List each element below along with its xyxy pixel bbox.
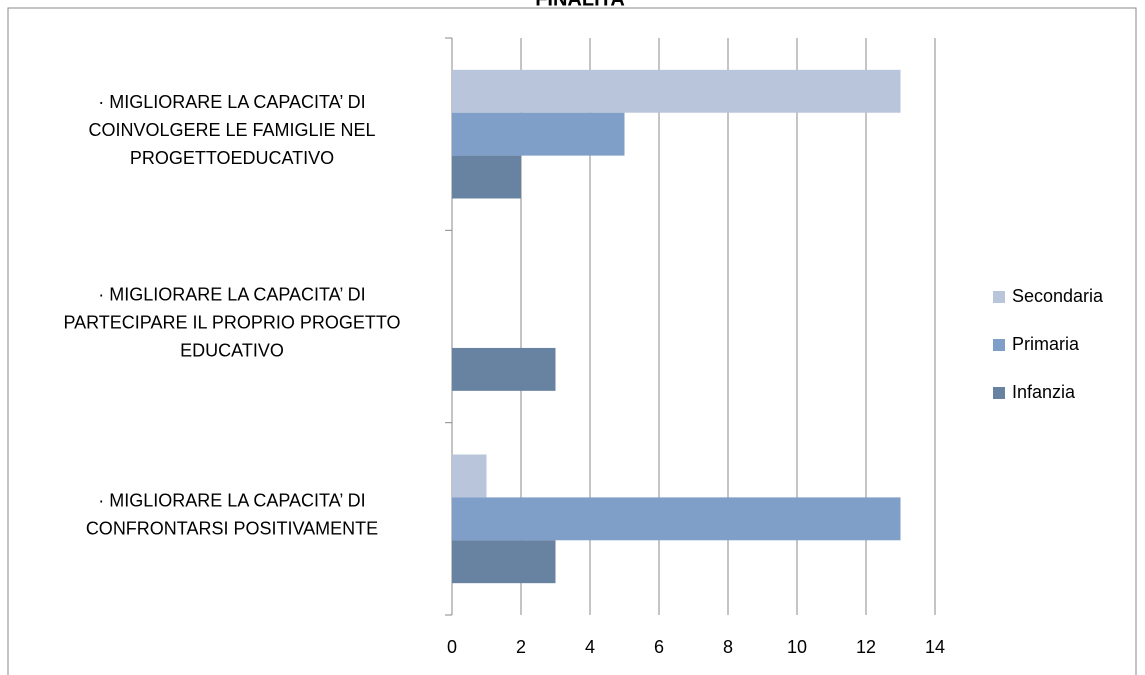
bar	[452, 347, 556, 391]
bar	[452, 540, 556, 584]
legend-swatch	[993, 291, 1005, 303]
y-tick-label: · MIGLIORARE LA CAPACITA’ DI	[98, 491, 365, 511]
x-tick-label: 14	[925, 637, 945, 657]
chart-frame	[7, 7, 1137, 675]
x-tick-label: 2	[516, 637, 526, 657]
x-tick-label: 12	[856, 637, 876, 657]
x-tick-label: 0	[447, 637, 457, 657]
legend-label: Secondaria	[1012, 286, 1104, 306]
y-tick-label: COINVOLGERE LE FAMIGLIE NEL	[88, 120, 375, 140]
x-tick-label: 6	[654, 637, 664, 657]
legend-label: Primaria	[1012, 334, 1080, 354]
bar	[452, 69, 901, 113]
y-tick-label: · MIGLIORARE LA CAPACITA’ DI	[98, 284, 365, 304]
bar	[452, 155, 521, 199]
bar	[452, 497, 901, 541]
y-tick-label: CONFRONTARSI POSITIVAMENTE	[86, 519, 378, 539]
y-tick-label: EDUCATIVO	[180, 340, 284, 360]
x-tick-label: 8	[723, 637, 733, 657]
legend-swatch	[993, 387, 1005, 399]
bar	[452, 112, 625, 156]
chart-title: FINALITA	[535, 0, 625, 10]
x-tick-label: 10	[787, 637, 807, 657]
legend-swatch	[993, 339, 1005, 351]
bar	[452, 454, 487, 498]
legend-label: Infanzia	[1012, 382, 1076, 402]
y-tick-label: · MIGLIORARE LA CAPACITA’ DI	[98, 92, 365, 112]
x-tick-label: 4	[585, 637, 595, 657]
y-tick-label: PROGETTOEDUCATIVO	[130, 148, 334, 168]
y-tick-label: PARTECIPARE IL PROPRIO PROGETTO	[63, 312, 400, 332]
